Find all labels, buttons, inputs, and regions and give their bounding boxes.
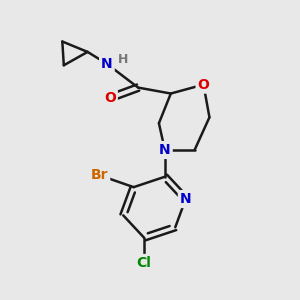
Text: H: H [118,53,128,66]
Text: O: O [104,91,116,105]
Text: Cl: Cl [136,256,152,270]
Text: N: N [101,57,113,71]
Text: N: N [159,143,171,157]
Text: Br: Br [91,168,108,182]
Text: N: N [180,192,191,206]
Text: O: O [198,78,209,92]
